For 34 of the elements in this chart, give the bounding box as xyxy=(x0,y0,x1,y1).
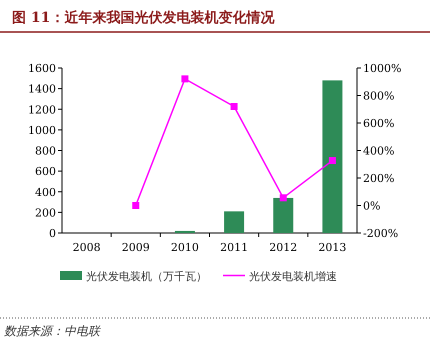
y2-tick-label: 200% xyxy=(363,172,394,185)
x-tick-label: 2013 xyxy=(318,241,346,254)
y-tick-label: 1400 xyxy=(28,82,56,96)
y2-tick-label: 0% xyxy=(363,200,380,212)
x-tick-label: 2012 xyxy=(269,241,298,254)
y-tick-label: 400 xyxy=(35,186,56,199)
y2-tick-label: 400% xyxy=(363,144,394,158)
x-tick-label: 2009 xyxy=(122,241,150,254)
point xyxy=(328,157,336,164)
y-tick-label: 200 xyxy=(35,206,56,220)
x-tick-label: 2010 xyxy=(170,241,199,254)
legend-label: 光伏发电装机增速 xyxy=(249,270,337,283)
chart-title: 图 11：近年来我国光伏发电装机变化情况 xyxy=(12,9,276,26)
point xyxy=(230,103,238,110)
y-tick-label: 800 xyxy=(35,144,56,158)
point xyxy=(181,75,188,82)
bar xyxy=(322,80,342,233)
y-tick-label: 1200 xyxy=(28,103,56,116)
x-tick-label: 2011 xyxy=(220,241,248,254)
y2-tick-label: 600% xyxy=(363,117,394,130)
y-tick-label: 1000 xyxy=(28,124,56,137)
y-tick-label: 600 xyxy=(35,165,56,178)
point xyxy=(132,202,140,209)
bar xyxy=(224,211,244,233)
y2-tick-label: -200% xyxy=(363,227,398,240)
source-note: 数据来源：中电联 xyxy=(4,324,102,338)
legend-label: 光伏发电装机（万千瓦） xyxy=(86,270,207,283)
y2-tick-label: 1000% xyxy=(363,62,402,75)
point xyxy=(280,194,287,202)
y-tick-label: 0 xyxy=(49,227,56,240)
x-tick-label: 2008 xyxy=(72,241,101,254)
y2-tick-label: 800% xyxy=(363,90,394,102)
bar xyxy=(273,198,294,233)
y-tick-label: 1600 xyxy=(28,62,56,75)
